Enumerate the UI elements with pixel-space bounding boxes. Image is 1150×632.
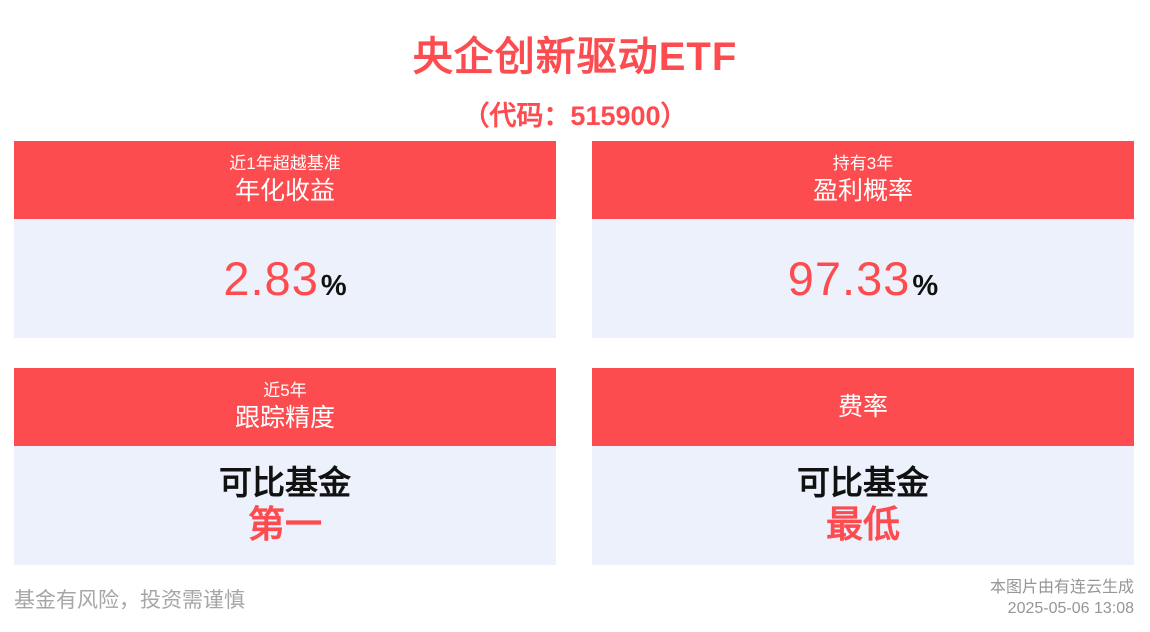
card-header-line1: 近1年超越基准 [229, 153, 341, 173]
credit-source: 本图片由有连云生成 [989, 579, 1134, 596]
card-body-profit-probability: 97.33 % [592, 219, 1134, 338]
card-header-profit-probability: 持有3年 盈利概率 [592, 141, 1134, 219]
stat-value: 2.83 [223, 252, 319, 305]
stat-cards-grid: 近1年超越基准 年化收益 2.83 % 持有3年 盈利概率 97.33 % [14, 141, 1134, 565]
page-subtitle-fund-code: （代码：515900） [462, 101, 688, 131]
stat-card-profit-probability: 持有3年 盈利概率 97.33 % [592, 141, 1134, 338]
credit-timestamp: 2025-05-06 13:08 [1007, 600, 1134, 617]
stat-value: 97.33 [787, 252, 911, 305]
stat-text-line1: 可比基金 [219, 464, 351, 502]
stat-unit: % [320, 270, 347, 302]
card-header-tracking-precision: 近5年 跟踪精度 [14, 368, 556, 446]
page-title: 央企创新驱动ETF [412, 35, 738, 79]
card-header-line1: 持有3年 [832, 153, 894, 173]
card-header-line2: 年化收益 [234, 176, 335, 205]
card-header-line2: 盈利概率 [812, 176, 913, 205]
stat-text-line1: 可比基金 [797, 464, 929, 502]
stat-text-line2: 第一 [248, 504, 322, 546]
stat-card-tracking-precision: 近5年 跟踪精度 可比基金 第一 [14, 368, 556, 565]
stat-value-row: 97.33 % [788, 251, 938, 306]
stat-value-row: 2.83 % [223, 251, 346, 306]
stat-card-fee-rate: 费率 可比基金 最低 [592, 368, 1134, 565]
card-header-annualized-return: 近1年超越基准 年化收益 [14, 141, 556, 219]
stat-text-line2: 最低 [826, 504, 900, 546]
card-body-tracking-precision: 可比基金 第一 [14, 446, 556, 565]
card-header-line1: 费率 [837, 392, 888, 421]
stat-unit: % [912, 270, 939, 302]
risk-disclaimer: 基金有风险，投资需谨慎 [14, 589, 245, 612]
stat-card-annualized-return: 近1年超越基准 年化收益 2.83 % [14, 141, 556, 338]
card-header-line2: 跟踪精度 [234, 403, 335, 432]
card-header-line1: 近5年 [263, 380, 307, 400]
card-header-fee-rate: 费率 [592, 368, 1134, 446]
generation-credit: 本图片由有连云生成 2025-05-06 13:08 [990, 577, 1134, 619]
card-body-annualized-return: 2.83 % [14, 219, 556, 338]
card-body-fee-rate: 可比基金 最低 [592, 446, 1134, 565]
